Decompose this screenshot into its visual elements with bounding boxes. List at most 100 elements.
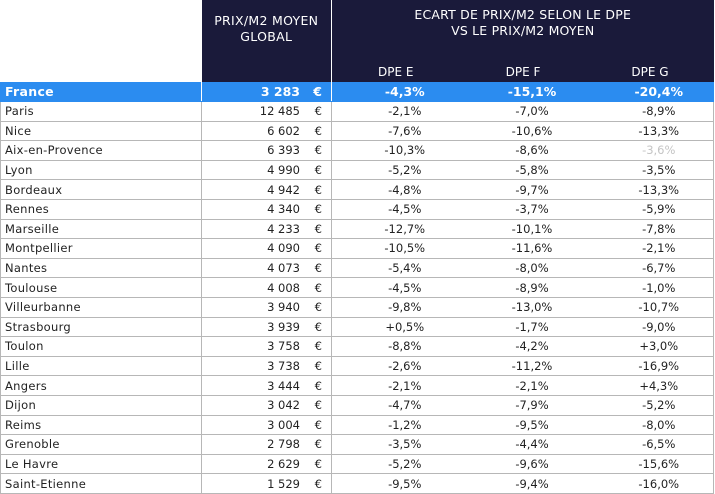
avg-price-value: 3 758	[267, 339, 300, 354]
currency-symbol: €	[314, 417, 322, 432]
france-dpe-g: -20,4%	[586, 82, 714, 102]
dpe-g-value: -8,0%	[586, 415, 714, 436]
currency-symbol: €	[314, 456, 322, 471]
header-blank-cell	[0, 0, 202, 82]
avg-price: 12 485 €	[201, 101, 332, 122]
currency-symbol: €	[314, 123, 322, 138]
dpe-e-value: -2,1%	[331, 375, 460, 396]
dpe-g-value: +4,3%	[586, 375, 714, 396]
dpe-g-value: -13,3%	[586, 179, 714, 200]
table-row: Saint-Etienne 1 529 € -9,5% -9,4% -16,0%	[0, 473, 714, 494]
dpe-g-value: -7,8%	[586, 219, 714, 240]
table-row: Toulon 3 758 € -8,8% -4,2% +3,0%	[0, 336, 714, 357]
dpe-f-value: -8,0%	[459, 258, 587, 279]
dpe-g-value: -3,6%	[586, 140, 714, 161]
france-price: 3 283 €	[201, 82, 332, 102]
avg-price: 3 004 €	[201, 415, 332, 436]
dpe-e-value: -4,8%	[331, 179, 460, 200]
table-row: Paris 12 485 € -2,1% -7,0% -8,9%	[0, 101, 714, 122]
avg-price-value: 3 940	[267, 300, 300, 315]
dpe-f-value: -1,7%	[459, 317, 587, 338]
city-name: Reims	[0, 415, 202, 436]
table-row: Villeurbanne 3 940 € -9,8% -13,0% -10,7%	[0, 297, 714, 318]
avg-price: 6 393 €	[201, 140, 332, 161]
avg-price: 4 233 €	[201, 219, 332, 240]
dpe-e-value: -5,4%	[331, 258, 460, 279]
dpe-f-value: -10,1%	[459, 219, 587, 240]
avg-price-value: 4 090	[267, 241, 300, 256]
currency-symbol: €	[314, 221, 322, 236]
dpe-g-value: -16,0%	[586, 473, 714, 494]
france-dpe-e: -4,3%	[331, 82, 460, 102]
dpe-e-value: -4,5%	[331, 199, 460, 220]
dpe-e-value: -4,7%	[331, 395, 460, 416]
table-row: Nantes 4 073 € -5,4% -8,0% -6,7%	[0, 258, 714, 279]
city-name: Rennes	[0, 199, 202, 220]
dpe-e-value: -10,3%	[331, 140, 460, 161]
city-name: Le Havre	[0, 454, 202, 475]
dpe-f-value: -4,4%	[459, 434, 587, 455]
currency-symbol: €	[314, 378, 322, 393]
dpe-f-value: -5,8%	[459, 160, 587, 181]
table-row: Reims 3 004 € -1,2% -9,5% -8,0%	[0, 415, 714, 436]
dpe-f-value: -7,9%	[459, 395, 587, 416]
currency-symbol: €	[314, 476, 322, 491]
dpe-e-value: -4,5%	[331, 277, 460, 298]
avg-price: 4 990 €	[201, 160, 332, 181]
table-row: Le Havre 2 629 € -5,2% -9,6% -15,6%	[0, 454, 714, 475]
dpe-g-value: -13,3%	[586, 121, 714, 142]
avg-price: 4 073 €	[201, 258, 332, 279]
avg-price: 4 090 €	[201, 238, 332, 259]
avg-price-value: 4 008	[267, 280, 300, 295]
city-name: Lyon	[0, 160, 202, 181]
dpe-g-value: -1,0%	[586, 277, 714, 298]
dpe-e-value: -3,5%	[331, 434, 460, 455]
dpe-g-value: -6,5%	[586, 434, 714, 455]
currency-symbol: €	[314, 104, 322, 119]
dpe-e-value: -9,5%	[331, 473, 460, 494]
city-name: Aix-en-Provence	[0, 140, 202, 161]
city-name: Strasbourg	[0, 317, 202, 338]
currency-symbol: €	[314, 359, 322, 374]
avg-price-value: 3 004	[267, 417, 300, 432]
currency-symbol: €	[313, 84, 322, 99]
dpe-g-value: -3,5%	[586, 160, 714, 181]
city-name: Lille	[0, 356, 202, 377]
city-name: Nice	[0, 121, 202, 142]
dpe-e-value: -2,6%	[331, 356, 460, 377]
dpe-f-value: -11,6%	[459, 238, 587, 259]
dpe-g-value: +3,0%	[586, 336, 714, 357]
currency-symbol: €	[314, 398, 322, 413]
dpe-e-value: -10,5%	[331, 238, 460, 259]
dpe-f-value: -2,1%	[459, 375, 587, 396]
currency-symbol: €	[314, 182, 322, 197]
dpe-f-value: -8,9%	[459, 277, 587, 298]
table-row: Grenoble 2 798 € -3,5% -4,4% -6,5%	[0, 434, 714, 455]
table-row: Bordeaux 4 942 € -4,8% -9,7% -13,3%	[0, 179, 714, 200]
dpe-g-value: -16,9%	[586, 356, 714, 377]
avg-price: 4 008 €	[201, 277, 332, 298]
dpe-g-value: -2,1%	[586, 238, 714, 259]
dpe-e-value: -9,8%	[331, 297, 460, 318]
avg-price: 4 942 €	[201, 179, 332, 200]
table-row: Nice 6 602 € -7,6% -10,6% -13,3%	[0, 121, 714, 142]
dpe-g-value: -5,9%	[586, 199, 714, 220]
dpe-f-value: -9,5%	[459, 415, 587, 436]
france-row: France 3 283 € -4,3% -15,1% -20,4%	[0, 82, 714, 102]
dpe-f-value: -9,7%	[459, 179, 587, 200]
city-name: Montpellier	[0, 238, 202, 259]
header-dpe-e: DPE E	[331, 61, 460, 82]
dpe-f-value: -9,4%	[459, 473, 587, 494]
dpe-g-value: -9,0%	[586, 317, 714, 338]
avg-price-value: 3 042	[267, 398, 300, 413]
header-ecart-line2: VS LE PRIX/M2 MOYEN	[451, 23, 595, 38]
city-name: Dijon	[0, 395, 202, 416]
avg-price-value: 2 798	[267, 437, 300, 452]
avg-price: 3 940 €	[201, 297, 332, 318]
table-row: Lille 3 738 € -2,6% -11,2% -16,9%	[0, 356, 714, 377]
currency-symbol: €	[314, 143, 322, 158]
dpe-f-value: -13,0%	[459, 297, 587, 318]
avg-price-value: 6 393	[267, 143, 300, 158]
dpe-e-value: -2,1%	[331, 101, 460, 122]
